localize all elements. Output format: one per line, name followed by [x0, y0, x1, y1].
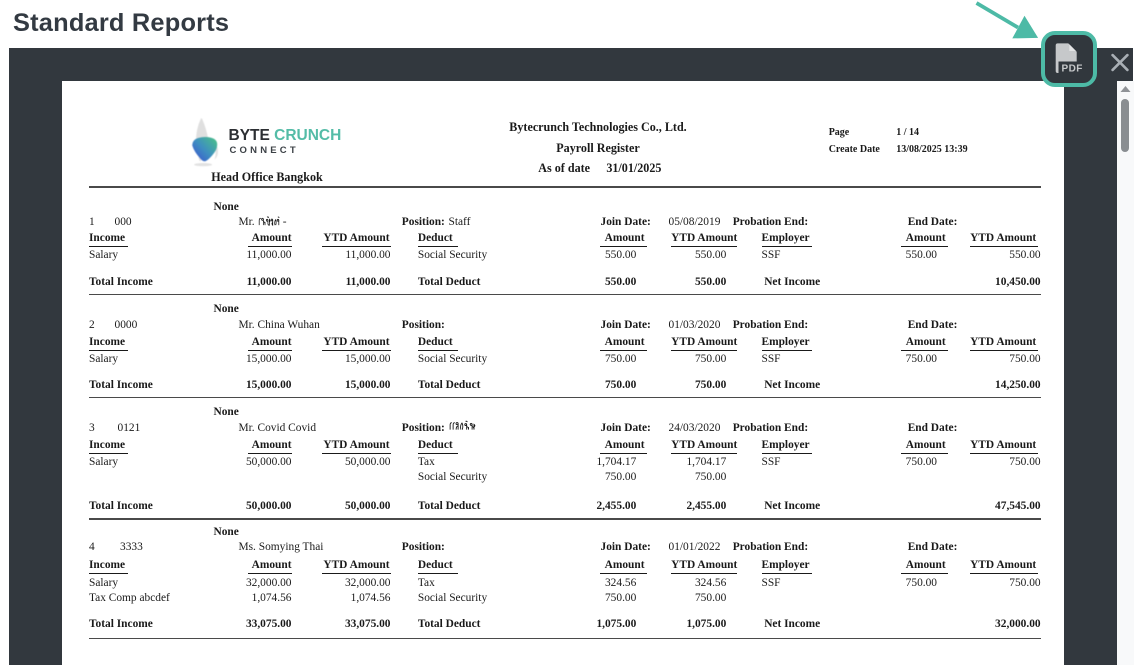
svg-text:PDF: PDF [1062, 63, 1083, 74]
